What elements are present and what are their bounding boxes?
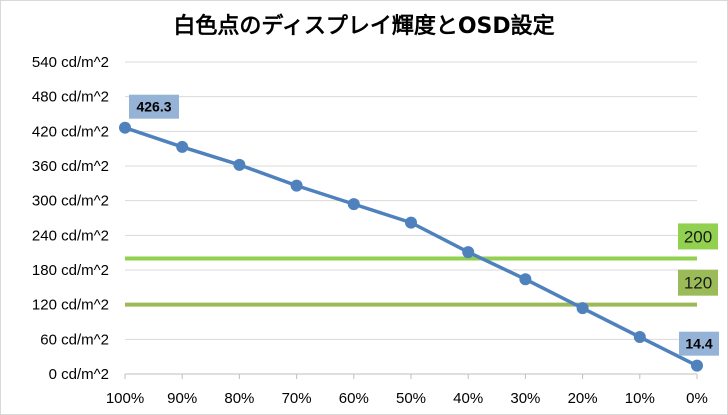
data-point	[462, 246, 475, 259]
x-tick-label: 0%	[686, 390, 708, 407]
data-label-box	[129, 94, 179, 119]
series-line	[124, 126, 698, 368]
x-tick-label: 10%	[625, 390, 655, 407]
x-tick-label: 60%	[339, 390, 369, 407]
data-label: 14.4	[685, 336, 712, 352]
y-tick-label: 240 cd/m^2	[32, 227, 109, 244]
data-point	[119, 121, 131, 134]
x-tick-label: 30%	[510, 390, 540, 407]
y-tick-label: 300 cd/m^2	[32, 193, 109, 210]
data-point	[519, 273, 532, 286]
y-tick-label: 420 cd/m^2	[32, 123, 109, 140]
x-tick-label: 90%	[167, 390, 197, 407]
chart-title: 白色点のディスプレイ輝度とOSD設定	[173, 13, 554, 39]
x-tick-label: 80%	[224, 390, 254, 407]
x-tick-label: 50%	[396, 390, 426, 407]
y-tick-label: 480 cd/m^2	[32, 89, 109, 106]
x-tick-label: 20%	[568, 390, 598, 407]
y-tick-label: 180 cd/m^2	[32, 262, 109, 279]
data-point	[290, 179, 303, 192]
x-tick-label: 100%	[106, 390, 144, 407]
x-tick-label: 70%	[282, 390, 312, 407]
reference-label-box	[678, 269, 718, 296]
data-point	[691, 359, 703, 372]
data-label: 426.3	[136, 99, 171, 115]
reference-label-box	[678, 223, 718, 250]
data-point	[347, 198, 360, 211]
data-point	[633, 331, 646, 344]
data-point	[405, 216, 417, 229]
data-label-box	[679, 331, 719, 356]
y-tick-label: 360 cd/m^2	[32, 158, 109, 175]
y-tick-label: 540 cd/m^2	[32, 54, 109, 71]
reference-label: 200	[684, 227, 712, 246]
data-point	[233, 158, 246, 171]
reference-label: 120	[684, 274, 712, 293]
y-tick-label: 120 cd/m^2	[32, 297, 109, 314]
y-tick-label: 0 cd/m^2	[49, 366, 109, 383]
data-point	[176, 140, 189, 153]
x-tick-label: 40%	[453, 390, 483, 407]
y-tick-label: 60 cd/m^2	[40, 331, 109, 348]
data-point	[576, 302, 589, 315]
